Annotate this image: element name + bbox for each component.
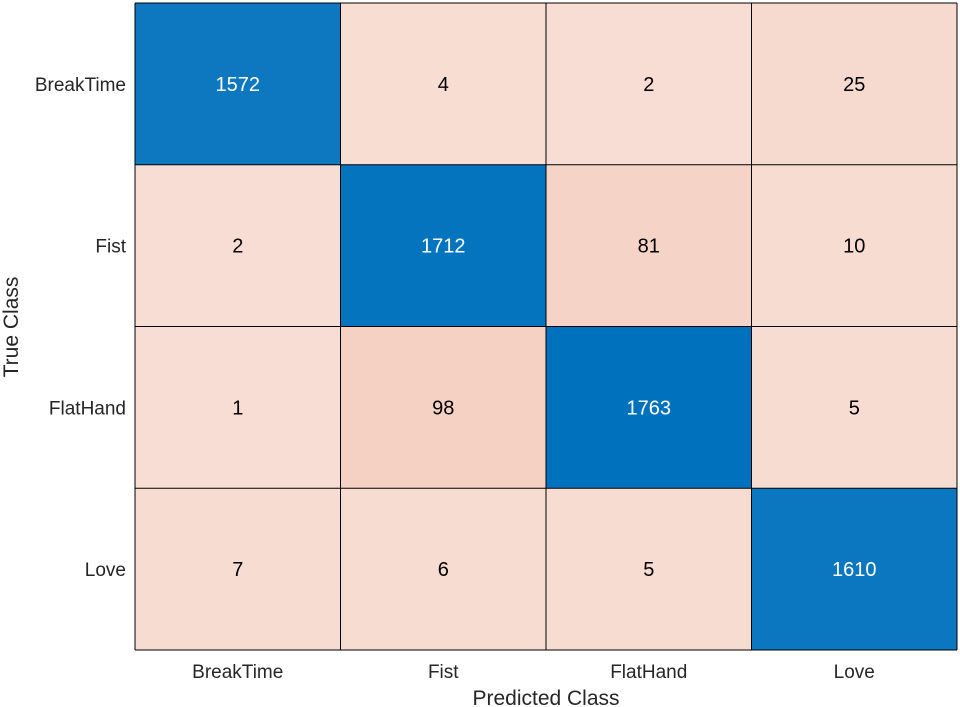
- cell-value-0-1: 4: [438, 74, 449, 96]
- matrix-cell-3-3: [751, 488, 957, 650]
- cell-value-2-2: 1763: [627, 397, 672, 419]
- cell-value-0-3: 25: [843, 74, 865, 96]
- cell-value-3-1: 6: [438, 559, 449, 581]
- x-tick-label-0: BreakTime: [192, 662, 283, 683]
- matrix-cell-0-0: [135, 3, 341, 165]
- cell-value-2-1: 98: [432, 397, 454, 419]
- y-tick-label-2: FlatHand: [49, 398, 126, 419]
- cell-value-0-2: 2: [643, 74, 654, 96]
- matrix-cell-1-2: [546, 164, 752, 327]
- y-axis-title: True Class: [0, 277, 23, 378]
- cell-value-1-0: 2: [232, 236, 243, 258]
- matrix-cell-0-1: [340, 3, 546, 165]
- cell-value-3-3: 1610: [832, 559, 877, 581]
- cell-value-1-3: 10: [843, 236, 865, 258]
- x-tick-label-3: Love: [834, 662, 875, 683]
- matrix-cell-1-0: [135, 164, 341, 327]
- cell-value-2-3: 5: [849, 397, 860, 419]
- cell-value-0-0: 1572: [216, 74, 261, 96]
- matrix-cell-0-3: [751, 3, 957, 165]
- matrix-cell-2-2: [546, 326, 752, 489]
- matrix-cell-1-1: [340, 164, 546, 327]
- y-tick-label-0: BreakTime: [35, 75, 126, 96]
- cell-value-1-1: 1712: [421, 236, 466, 258]
- matrix-cell-0-2: [546, 3, 752, 165]
- grid-layer: [134, 2, 958, 651]
- x-tick-label-2: FlatHand: [610, 662, 687, 683]
- labels-layer: 1572 4 2 25 2 1712 81 10 1 98 1763 5 7 6 5 1610 BreakTim…: [35, 74, 877, 683]
- matrix-cell-3-1: [340, 488, 546, 650]
- y-tick-label-3: Love: [85, 560, 126, 581]
- matrix-cell-1-3: [751, 164, 957, 327]
- matrix-cell-2-1: [340, 326, 546, 489]
- matrix-cell-2-3: [751, 326, 957, 489]
- cells-layer: [135, 3, 957, 650]
- cell-value-3-0: 7: [232, 559, 243, 581]
- y-tick-label-1: Fist: [95, 237, 126, 258]
- matrix-cell-2-0: [135, 326, 341, 489]
- matrix-cell-3-0: [135, 488, 341, 650]
- cell-value-1-2: 81: [638, 236, 660, 258]
- cell-value-2-0: 1: [232, 397, 243, 419]
- x-tick-label-1: Fist: [428, 662, 459, 683]
- matrix-cell-3-2: [546, 488, 752, 650]
- x-axis-title: Predicted Class: [472, 687, 619, 707]
- cell-value-3-2: 5: [643, 559, 654, 581]
